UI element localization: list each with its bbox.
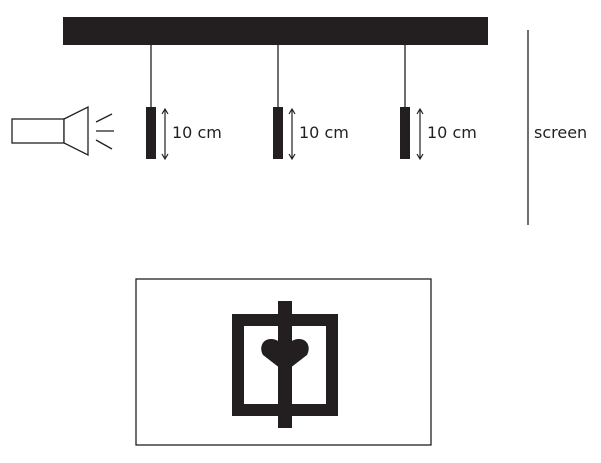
heart-in-square-icon xyxy=(232,301,338,428)
card-2-label: 10 cm xyxy=(299,123,349,142)
card-1 xyxy=(146,107,156,159)
screen-label: screen xyxy=(534,123,587,142)
card-2 xyxy=(273,107,283,159)
dimension-arrow-1 xyxy=(161,107,169,161)
card-1-label: 10 cm xyxy=(172,123,222,142)
card-3-label: 10 cm xyxy=(427,123,477,142)
flashlight-icon xyxy=(11,105,89,157)
card-3 xyxy=(400,107,410,159)
dimension-arrow-2 xyxy=(288,107,296,161)
light-rays-icon xyxy=(95,113,114,150)
dimension-arrow-3 xyxy=(416,107,424,161)
overhead-bar xyxy=(63,17,488,45)
